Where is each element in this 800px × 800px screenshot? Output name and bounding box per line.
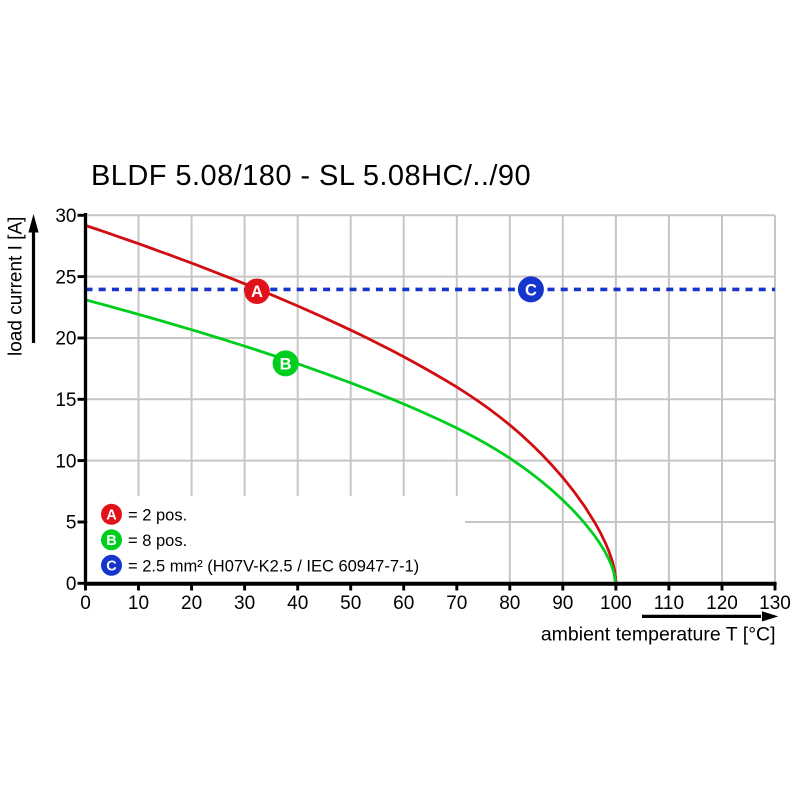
svg-text:B: B — [106, 533, 116, 549]
svg-text:0: 0 — [80, 593, 91, 614]
svg-text:110: 110 — [654, 593, 684, 614]
svg-text:15: 15 — [55, 390, 76, 411]
svg-text:C: C — [525, 281, 537, 299]
svg-text:50: 50 — [340, 593, 361, 614]
svg-text:25: 25 — [55, 267, 76, 288]
svg-text:120: 120 — [706, 593, 738, 614]
svg-text:20: 20 — [181, 593, 202, 614]
svg-text:= 8 pos.: = 8 pos. — [128, 532, 187, 550]
svg-text:90: 90 — [552, 593, 573, 614]
svg-text:10: 10 — [128, 593, 149, 614]
svg-text:C: C — [106, 558, 117, 574]
svg-text:130: 130 — [759, 593, 791, 614]
svg-text:= 2 pos.: = 2 pos. — [128, 507, 187, 525]
svg-text:BLDF 5.08/180 - SL 5.08HC/../9: BLDF 5.08/180 - SL 5.08HC/../90 — [91, 160, 531, 192]
svg-text:30: 30 — [234, 593, 255, 614]
svg-text:5: 5 — [66, 513, 77, 534]
svg-text:60: 60 — [393, 593, 414, 614]
svg-text:80: 80 — [499, 593, 520, 614]
svg-text:A: A — [251, 283, 263, 301]
svg-text:load current I [A]: load current I [A] — [6, 217, 27, 356]
svg-text:70: 70 — [446, 593, 467, 614]
svg-text:B: B — [280, 355, 292, 373]
svg-text:100: 100 — [600, 593, 632, 614]
svg-text:10: 10 — [55, 451, 76, 472]
svg-text:A: A — [106, 507, 117, 523]
svg-text:30: 30 — [55, 206, 76, 227]
svg-text:= 2.5 mm² (H07V-K2.5 / IEC 609: = 2.5 mm² (H07V-K2.5 / IEC 60947-7-1) — [128, 558, 419, 576]
svg-text:0: 0 — [66, 574, 77, 595]
svg-text:40: 40 — [287, 593, 308, 614]
svg-text:ambient temperature T [°C]: ambient temperature T [°C] — [541, 624, 776, 646]
svg-text:20: 20 — [55, 329, 76, 350]
